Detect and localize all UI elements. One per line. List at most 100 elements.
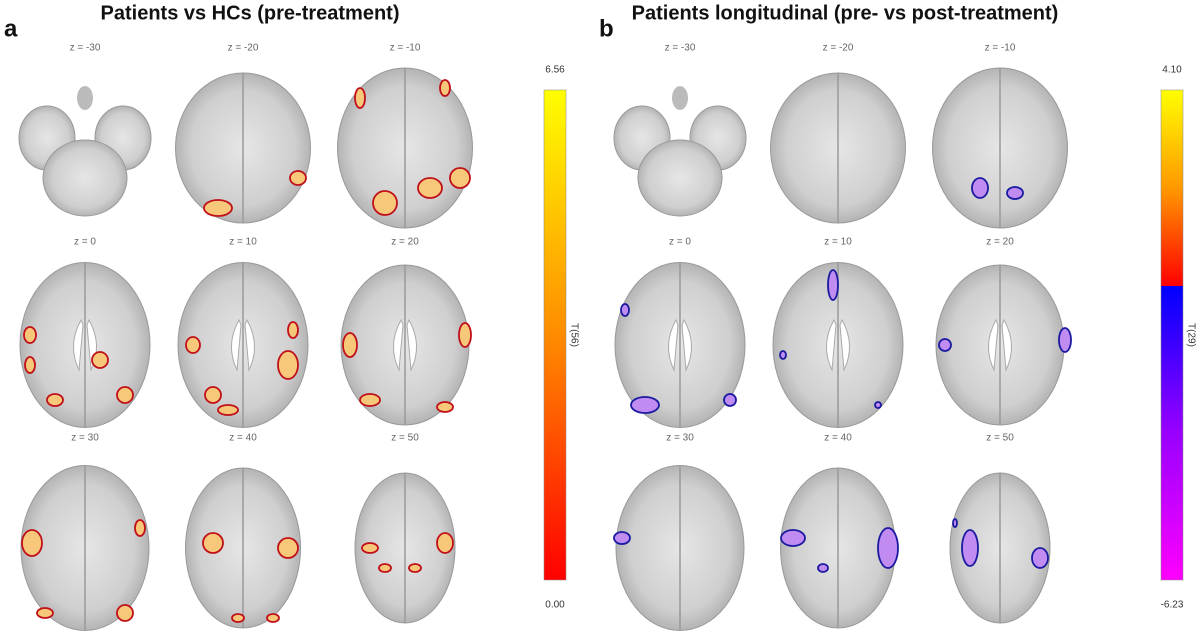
activation-cluster — [938, 338, 952, 352]
activation-cluster — [36, 607, 54, 619]
activation-cluster — [203, 199, 233, 217]
activation-cluster — [723, 393, 737, 407]
activation-cluster — [436, 532, 454, 554]
brain-stem — [672, 86, 688, 110]
brain-slice — [175, 72, 311, 224]
colorbar-max: 4.10 — [1162, 65, 1182, 76]
activation-cluster — [231, 613, 245, 623]
slice-label: z = 10 — [229, 237, 257, 248]
activation-cluster — [372, 190, 398, 216]
brain-slice — [932, 67, 1068, 229]
brain-slice — [19, 262, 151, 428]
activation-cluster — [449, 167, 471, 189]
colorbar-min: 0.00 — [545, 600, 565, 611]
activation-cluster — [266, 613, 280, 623]
activation-cluster — [204, 386, 222, 404]
activation-cluster — [436, 401, 454, 413]
brain-slice — [354, 472, 456, 624]
slice-label: z = 40 — [229, 433, 257, 444]
slice-label: z = 50 — [391, 433, 419, 444]
colorbar — [1160, 89, 1184, 581]
ventricle — [988, 318, 1012, 372]
activation-cluster — [277, 537, 299, 559]
slice-label: z = -20 — [228, 43, 259, 54]
slice-label: z = 0 — [74, 237, 96, 248]
brain-slice — [177, 262, 309, 428]
activation-cluster — [21, 529, 43, 557]
colorbar — [543, 89, 567, 581]
brain-slice — [20, 465, 150, 631]
slice-label: z = -30 — [70, 43, 101, 54]
activation-cluster — [780, 529, 806, 547]
brain-slice — [949, 472, 1051, 624]
activation-cluster — [827, 269, 839, 301]
activation-cluster — [91, 351, 109, 369]
activation-cluster — [287, 321, 299, 339]
panel-letter: b — [599, 15, 614, 42]
activation-cluster — [874, 401, 882, 409]
brain-slice — [613, 465, 745, 631]
activation-cluster — [217, 404, 239, 416]
brain-slice — [935, 264, 1072, 426]
slice-label: z = -10 — [390, 43, 421, 54]
brain-lobe — [637, 139, 723, 217]
activation-cluster — [289, 170, 307, 186]
slice-label: z = 50 — [986, 433, 1014, 444]
brain-slice — [340, 264, 472, 426]
activation-cluster — [354, 87, 366, 109]
slice-label: z = -30 — [665, 43, 696, 54]
activation-cluster — [359, 393, 381, 407]
colorbar-label: T(29) — [1185, 323, 1196, 347]
slice-label: z = -10 — [985, 43, 1016, 54]
slice-label: z = 0 — [669, 237, 691, 248]
activation-cluster — [46, 393, 64, 407]
activation-cluster — [1058, 327, 1072, 353]
slice-label: z = -20 — [823, 43, 854, 54]
colorbar-label: T(56) — [568, 323, 579, 347]
activation-cluster — [877, 527, 899, 569]
panel-title: Patients vs HCs (pre-treatment) — [101, 2, 400, 24]
activation-cluster — [439, 79, 451, 97]
activation-cluster — [202, 532, 224, 554]
activation-cluster — [185, 336, 201, 354]
brain-stem — [77, 86, 93, 110]
activation-cluster — [116, 386, 134, 404]
activation-cluster — [458, 322, 472, 348]
activation-cluster — [613, 531, 631, 545]
activation-cluster — [1006, 186, 1024, 200]
panel-title: Patients longitudinal (pre- vs post-trea… — [632, 2, 1059, 24]
brain-slice — [337, 67, 473, 229]
activation-cluster — [24, 356, 36, 374]
colorbar-max: 6.56 — [545, 65, 565, 76]
activation-cluster — [817, 563, 829, 573]
ventricle — [668, 318, 692, 372]
slice-label: z = 10 — [824, 237, 852, 248]
ventricle — [826, 318, 850, 372]
slice-label: z = 20 — [391, 237, 419, 248]
activation-cluster — [361, 542, 379, 554]
brain-slice — [614, 262, 746, 428]
slice-label: z = 20 — [986, 237, 1014, 248]
brain-slice — [18, 86, 152, 217]
brain-slice — [770, 72, 906, 224]
activation-cluster — [779, 350, 787, 360]
activation-cluster — [134, 519, 146, 537]
activation-cluster — [342, 332, 358, 358]
slice-label: z = 30 — [71, 433, 99, 444]
panel-letter: a — [4, 15, 18, 42]
brain-slice — [780, 467, 899, 629]
brain-slice — [772, 262, 904, 428]
brain-lobe — [42, 139, 128, 217]
slice-label: z = 30 — [666, 433, 694, 444]
slice-label: z = 40 — [824, 433, 852, 444]
activation-cluster — [961, 529, 979, 567]
activation-cluster — [378, 563, 392, 573]
activation-cluster — [630, 396, 660, 414]
activation-cluster — [620, 303, 630, 317]
activation-cluster — [277, 350, 299, 380]
activation-cluster — [23, 326, 37, 344]
ventricle — [393, 318, 417, 372]
activation-cluster — [1031, 547, 1049, 569]
activation-cluster — [116, 604, 134, 622]
